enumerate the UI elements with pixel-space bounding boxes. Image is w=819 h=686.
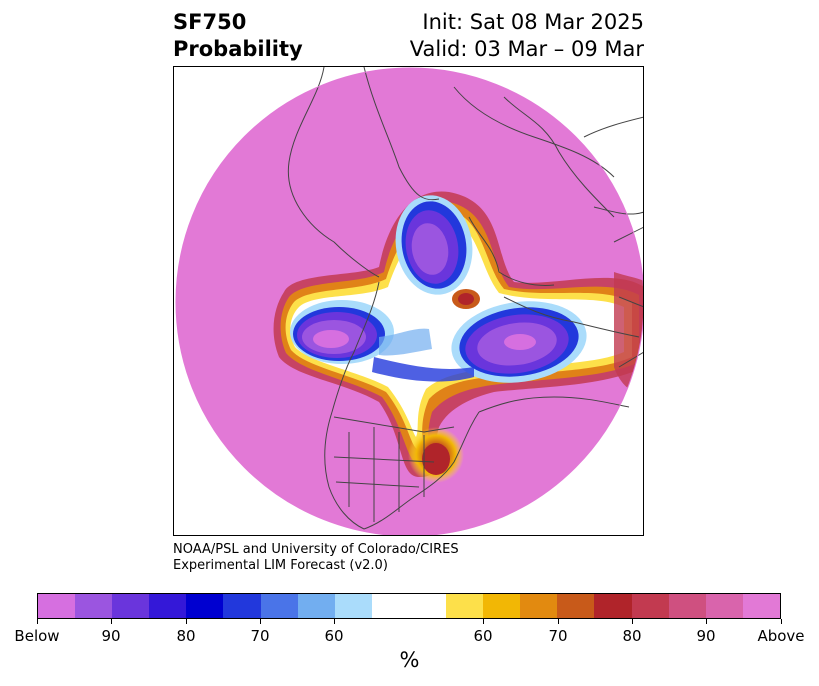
colorbar-ticks: Below 90 80 70 60 60 70 80 90 Above (0, 619, 819, 649)
colorbar-tick-label: 60 (324, 627, 344, 645)
colorbar-segment (742, 594, 780, 618)
colorbar-tick (781, 619, 782, 624)
valid-range: Valid: 03 Mar – 09 Mar (409, 37, 644, 61)
colorbar-segment (520, 594, 558, 618)
colorbar-segment (260, 594, 298, 618)
colorbar-segment (408, 594, 447, 618)
colorbar-tick (111, 619, 112, 624)
colorbar-segment (75, 594, 113, 618)
colorbar-segment (631, 594, 669, 618)
colorbar-tick-label: 60 (473, 627, 493, 645)
map-title: SF750 Probability (173, 9, 303, 63)
colorbar-tick-label: 80 (176, 627, 196, 645)
map-panel (173, 66, 644, 536)
coastlines (287, 67, 643, 530)
colorbar-tick-label: 90 (101, 627, 121, 645)
colorbar-segment (483, 594, 521, 618)
colorbar-segment (186, 594, 224, 618)
colorbar-tick (334, 619, 335, 624)
colorbar-tick-label: 90 (696, 627, 716, 645)
colorbar-segment (38, 594, 76, 618)
probability-map (175, 67, 643, 535)
colorbar (37, 593, 781, 619)
title-type: Probability (173, 37, 303, 61)
colorbar-segment (446, 594, 484, 618)
colorbar-tick (260, 619, 261, 624)
colorbar-segment (334, 594, 372, 618)
colorbar-tick-label: 80 (622, 627, 642, 645)
colorbar-segment (668, 594, 706, 618)
colorbar-segment (149, 594, 187, 618)
colorbar-segment (297, 594, 335, 618)
colorbar-tick (483, 619, 484, 624)
title-variable: SF750 (173, 10, 247, 34)
colorbar-tick (37, 619, 38, 624)
colorbar-segment (594, 594, 632, 618)
colorbar-segment (371, 594, 409, 618)
colorbar-segment (223, 594, 261, 618)
colorbar-tick (558, 619, 559, 624)
colorbar-tick (186, 619, 187, 624)
colorbar-tick (706, 619, 707, 624)
colorbar-segment (557, 594, 595, 618)
init-date: Init: Sat 08 Mar 2025 (422, 10, 644, 34)
colorbar-tick (632, 619, 633, 624)
colorbar-segment (705, 594, 743, 618)
forecast-field (176, 68, 643, 535)
date-info: Init: Sat 08 Mar 2025 Valid: 03 Mar – 09… (410, 9, 644, 63)
credit-line-1: NOAA/PSL and University of Colorado/CIRE… (173, 542, 459, 557)
colorbar-tick-label: Above (757, 627, 805, 645)
credit-line-2: Experimental LIM Forecast (v2.0) (173, 558, 388, 573)
colorbar-tick-label: 70 (548, 627, 568, 645)
credit-text: NOAA/PSL and University of Colorado/CIRE… (173, 542, 459, 574)
colorbar-unit: % (399, 648, 420, 672)
colorbar-tick-label: Below (14, 627, 60, 645)
colorbar-tick-label: 70 (250, 627, 270, 645)
colorbar-segment (112, 594, 150, 618)
